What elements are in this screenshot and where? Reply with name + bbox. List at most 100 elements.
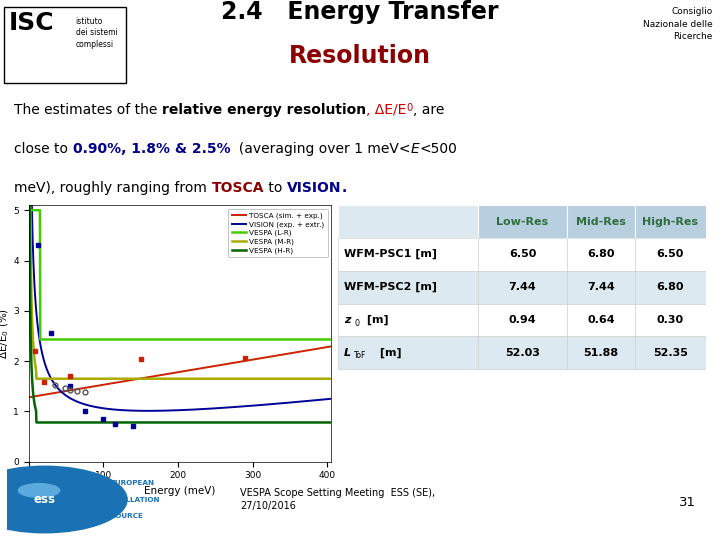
VESPA (H-R) — [32, 419, 41, 426]
Text: Resolution: Resolution — [289, 44, 431, 68]
Text: 7.44: 7.44 — [587, 282, 615, 292]
VESPA (L-R) — [36, 336, 45, 343]
Text: meV), roughly ranging from: meV), roughly ranging from — [14, 181, 212, 195]
VESPA (M-R) — [32, 375, 41, 382]
Text: 6.80: 6.80 — [657, 282, 684, 292]
VESPA (L-R) — [257, 336, 266, 343]
Text: 51.88: 51.88 — [583, 348, 618, 357]
Bar — [567, 271, 635, 303]
TOSCA (sim. + exp.) — [220, 361, 228, 368]
Bar — [567, 336, 635, 369]
Bar — [478, 303, 567, 336]
Bar — [567, 205, 635, 238]
Text: ISC: ISC — [9, 11, 54, 35]
VESPA (M-R) — [44, 375, 53, 382]
VESPA (L-R) — [44, 336, 53, 343]
Text: 0: 0 — [354, 319, 359, 328]
Legend: TOSCA (sim. + exp.), VISION (exp. + extr.), VESPA (L-R), VESPA (M-R), VESPA (H-R: TOSCA (sim. + exp.), VISION (exp. + extr… — [228, 209, 328, 258]
Line: VISION (exp. + extr.): VISION (exp. + extr.) — [30, 0, 335, 411]
VISION (exp. + extr.) — [203, 406, 212, 412]
Text: L: L — [344, 348, 351, 357]
Text: SPALLATION: SPALLATION — [110, 496, 160, 503]
Bar — [635, 205, 706, 238]
Text: 2.4   Energy Transfer: 2.4 Energy Transfer — [221, 0, 499, 24]
Text: SOURCE: SOURCE — [110, 513, 143, 519]
Text: 52.35: 52.35 — [653, 348, 688, 357]
TOSCA (sim. + exp.) — [25, 394, 34, 401]
Bar — [4, 8, 126, 83]
Text: WFM-PSC2 [m]: WFM-PSC2 [m] — [344, 282, 437, 292]
Text: EUROPEAN: EUROPEAN — [110, 480, 154, 486]
VESPA (H-R) — [211, 419, 220, 426]
VESPA (L-R) — [289, 336, 297, 343]
Text: , are: , are — [413, 103, 444, 117]
VESPA (L-R) — [211, 336, 220, 343]
Text: 0: 0 — [407, 103, 413, 113]
Bar — [635, 336, 706, 369]
VESPA (H-R) — [44, 419, 53, 426]
VISION (exp. + extr.) — [44, 369, 53, 375]
Text: 31: 31 — [679, 496, 696, 509]
Line: TOSCA (sim. + exp.): TOSCA (sim. + exp.) — [30, 346, 335, 397]
Bar — [338, 303, 478, 336]
Text: relative energy resolution: relative energy resolution — [162, 103, 366, 117]
Text: TOSCA: TOSCA — [212, 181, 264, 195]
Text: , ΔE/E: , ΔE/E — [366, 103, 407, 117]
VESPA (H-R) — [330, 419, 339, 426]
Text: Consiglio
Nazionale delle
Ricerche: Consiglio Nazionale delle Ricerche — [643, 8, 713, 42]
VESPA (M-R) — [211, 375, 220, 382]
Bar — [338, 336, 478, 369]
Bar — [567, 303, 635, 336]
Line: VESPA (H-R): VESPA (H-R) — [30, 0, 335, 422]
Text: [m]: [m] — [363, 315, 389, 325]
VESPA (M-R) — [220, 375, 229, 382]
VESPA (L-R) — [25, 207, 34, 213]
Y-axis label: $\Delta$E/E$_0$ (%): $\Delta$E/E$_0$ (%) — [0, 308, 11, 359]
VISION (exp. + extr.) — [211, 405, 220, 411]
Line: VESPA (M-R): VESPA (M-R) — [30, 0, 335, 379]
VESPA (L-R) — [220, 336, 229, 343]
Text: Low-Res: Low-Res — [496, 217, 549, 227]
VISION (exp. + extr.) — [220, 404, 229, 411]
Text: The estimates of the: The estimates of the — [14, 103, 162, 117]
Bar — [478, 336, 567, 369]
Text: 7.44: 7.44 — [508, 282, 536, 292]
Circle shape — [0, 466, 127, 533]
Text: 0.90%, 1.8% & 2.5%: 0.90%, 1.8% & 2.5% — [73, 142, 230, 156]
TOSCA (sim. + exp.) — [257, 355, 266, 361]
Text: 0.64: 0.64 — [587, 315, 615, 325]
VESPA (M-R) — [257, 375, 266, 382]
TOSCA (sim. + exp.) — [210, 363, 219, 369]
VESPA (L-R) — [203, 336, 212, 343]
VESPA (M-R) — [330, 375, 339, 382]
Bar — [478, 271, 567, 303]
Line: VESPA (L-R): VESPA (L-R) — [30, 210, 335, 340]
Text: to: to — [264, 181, 287, 195]
VISION (exp. + extr.) — [289, 399, 297, 406]
VESPA (L-R) — [330, 336, 339, 343]
Bar — [635, 238, 706, 271]
TOSCA (sim. + exp.) — [288, 350, 297, 356]
Text: <500: <500 — [420, 142, 457, 156]
Text: istituto
dei sistemi
complessi: istituto dei sistemi complessi — [76, 17, 117, 49]
Text: VESPA Scope Setting Meeting  ESS (SE),
27/10/2016: VESPA Scope Setting Meeting ESS (SE), 27… — [240, 488, 436, 511]
Bar — [338, 271, 478, 303]
Bar — [567, 238, 635, 271]
Text: .: . — [341, 181, 346, 195]
Bar — [338, 205, 478, 238]
Text: close to: close to — [14, 142, 73, 156]
Text: [m]: [m] — [376, 348, 402, 358]
Text: VISION: VISION — [287, 181, 341, 195]
X-axis label: Energy (meV): Energy (meV) — [144, 486, 216, 496]
Ellipse shape — [19, 484, 60, 497]
Bar — [635, 303, 706, 336]
VISION (exp. + extr.) — [330, 395, 339, 402]
Text: 0.30: 0.30 — [657, 315, 684, 325]
Bar — [338, 238, 478, 271]
VESPA (H-R) — [289, 419, 297, 426]
Text: 6.50: 6.50 — [657, 249, 684, 259]
Text: 52.03: 52.03 — [505, 348, 540, 357]
Bar — [478, 205, 567, 238]
Text: High-Res: High-Res — [642, 217, 698, 227]
VESPA (H-R) — [203, 419, 212, 426]
